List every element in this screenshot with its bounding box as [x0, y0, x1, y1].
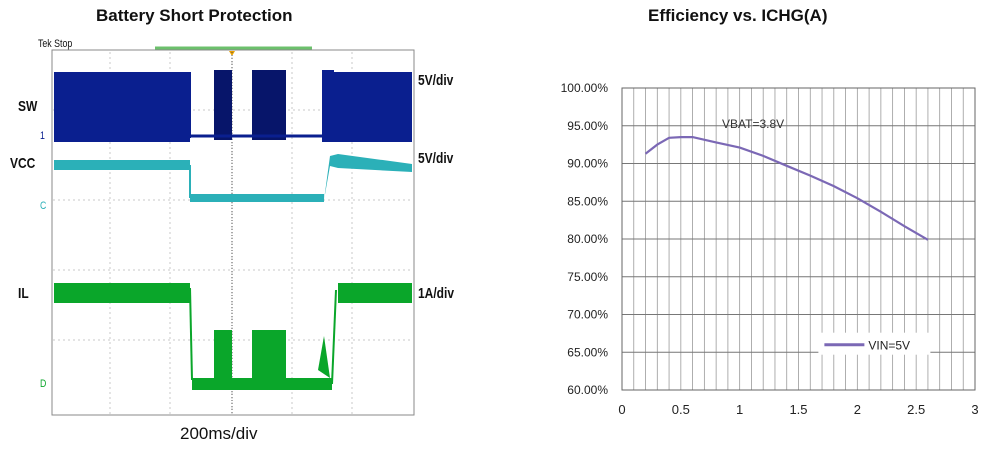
- sw-trace: [54, 70, 412, 142]
- chart-title: Efficiency vs. ICHG(A): [648, 6, 828, 25]
- timebase-label: 200ms/div: [180, 424, 258, 443]
- il-trace: [54, 283, 412, 390]
- scope-header-text: Tek Stop: [38, 38, 73, 50]
- channel-scale-vcc: 5V/div: [418, 150, 454, 167]
- trigger-marker-icon: [229, 51, 235, 56]
- channel-marker-sw: 1: [40, 130, 45, 142]
- channel-marker-il: D: [40, 378, 47, 390]
- scope-title: Battery Short Protection: [96, 6, 293, 25]
- channel-scale-sw: 5V/div: [418, 72, 454, 89]
- channel-label-sw: SW: [18, 98, 38, 115]
- vcc-trace: [54, 154, 412, 202]
- channel-scale-il: 1A/div: [418, 285, 455, 302]
- channel-label-vcc: VCC: [10, 155, 36, 172]
- channel-label-il: IL: [18, 285, 29, 302]
- channel-marker-vcc: C: [40, 200, 47, 212]
